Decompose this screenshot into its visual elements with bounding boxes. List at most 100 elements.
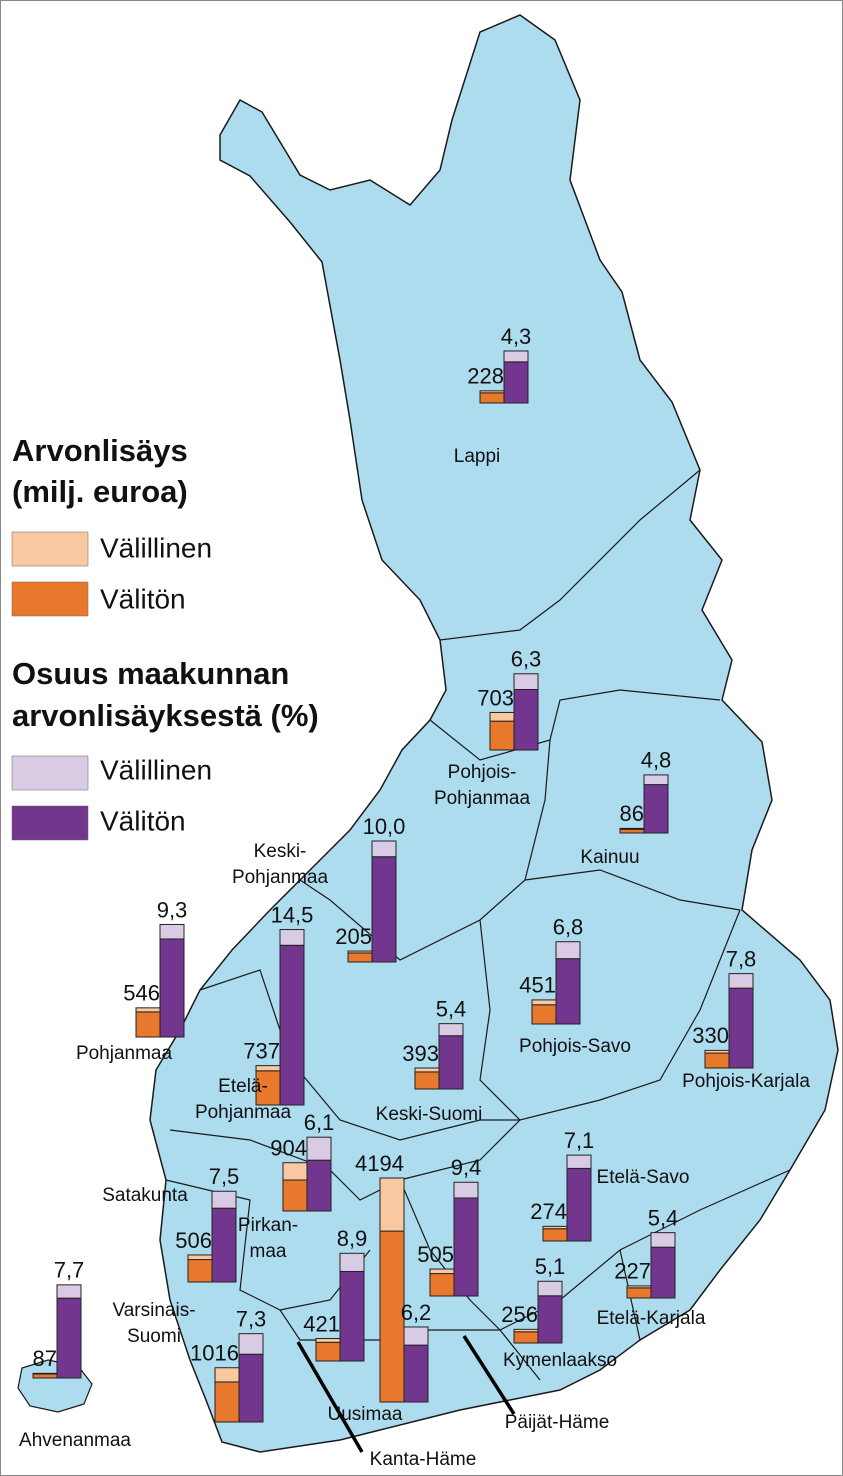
bar-eur-direct	[531, 1004, 557, 1025]
region: 737 14,5 Etelä- Pohjanmaa	[195, 902, 313, 1123]
bar-eur-indirect	[187, 1254, 213, 1261]
bar-eur-direct	[489, 720, 515, 751]
bar-eur-indirect	[626, 1285, 652, 1289]
region-name: maa	[250, 1241, 287, 1262]
bar-share-indirect	[339, 1252, 365, 1272]
bar-share-direct	[238, 1353, 264, 1423]
value-label: 1016	[190, 1341, 239, 1366]
bar-eur-indirect	[135, 1007, 161, 1013]
bar-eur-direct	[187, 1259, 213, 1283]
legend-swatch	[11, 531, 89, 567]
bar-eur-indirect	[531, 999, 557, 1006]
bar-eur-indirect	[32, 1372, 58, 1375]
share-label: 14,5	[271, 902, 314, 927]
region: 421 8,9 Kanta-Häme	[303, 1226, 476, 1470]
bar-share-indirect	[643, 774, 669, 786]
value-label: 703	[477, 685, 514, 710]
region: 228 4,3 Lappi	[454, 324, 532, 467]
bar-eur-indirect	[429, 1268, 455, 1275]
value-label: 546	[123, 981, 160, 1006]
region-name: Etelä-Karjala	[597, 1308, 706, 1329]
bar-share-indirect	[211, 1190, 237, 1209]
bar-share-direct	[306, 1159, 332, 1212]
bar-share-indirect	[159, 923, 185, 940]
region-name: Pohjois-	[448, 762, 517, 783]
value-label: 421	[303, 1311, 340, 1336]
legend-label: Välillinen	[100, 754, 212, 785]
bar-eur-direct	[542, 1228, 568, 1242]
bar-eur-direct	[282, 1179, 308, 1212]
bar-share-indirect	[403, 1326, 429, 1346]
region: 256 5,1 Kymenlaakso	[501, 1254, 617, 1371]
value-label: 330	[692, 1023, 729, 1048]
bar-eur-indirect	[214, 1367, 240, 1383]
region: 87 7,7 Ahvenanmaa	[19, 1258, 131, 1451]
bar-eur-direct	[347, 952, 373, 963]
bar-share-indirect	[566, 1154, 592, 1169]
legend-label: Välillinen	[100, 532, 212, 563]
bar-eur-direct	[619, 828, 645, 834]
region-name: Kanta-Häme	[370, 1449, 477, 1470]
bar-share-direct	[339, 1270, 365, 1362]
bar-share-direct	[650, 1246, 676, 1299]
value-label: 86	[620, 801, 644, 826]
bar-share-direct	[453, 1197, 479, 1297]
bar-eur-direct	[704, 1052, 730, 1069]
bar-eur-indirect	[489, 711, 515, 722]
bar-eur-indirect	[347, 950, 373, 954]
legend-title: Arvonlisäys	[12, 433, 188, 468]
region: 546 9,3 Pohjanmaa	[76, 897, 187, 1064]
bar-share-indirect	[513, 673, 539, 691]
bar-share-indirect	[555, 941, 581, 960]
bar-share-indirect	[503, 350, 529, 363]
region: 227 5,4 Etelä-Karjala	[597, 1205, 706, 1329]
share-label: 6,2	[401, 1300, 432, 1325]
bar-share-direct	[211, 1207, 237, 1283]
share-label: 7,1	[564, 1128, 595, 1153]
region-name: Keski-Suomi	[376, 1104, 483, 1125]
bar-share-indirect	[238, 1333, 264, 1355]
bar-eur-indirect	[282, 1162, 308, 1181]
value-label: 228	[467, 364, 504, 389]
region-name: Lappi	[454, 446, 501, 467]
share-label: 6,8	[553, 915, 584, 940]
share-label: 4,3	[501, 324, 532, 349]
bar-eur-direct	[513, 1331, 539, 1344]
region: 451 6,8 Pohjois-Savo	[519, 915, 631, 1057]
share-label: 7,5	[209, 1164, 240, 1189]
region-name: Varsinais-	[112, 1300, 195, 1321]
bar-share-indirect	[650, 1232, 676, 1248]
bar-share-direct	[728, 987, 754, 1069]
bar-share-direct	[537, 1295, 563, 1344]
bar-eur-direct	[214, 1381, 240, 1423]
region-name: Pohjois-Savo	[519, 1036, 631, 1057]
bar-eur-direct	[626, 1287, 652, 1299]
region: 330 7,8 Pohjois-Karjala	[682, 946, 810, 1092]
bar-share-direct	[56, 1297, 82, 1379]
bar-eur-indirect	[479, 390, 505, 394]
bar-share-direct	[438, 1035, 464, 1090]
share-label: 4,8	[641, 748, 672, 773]
region-name: Pohjanmaa	[232, 867, 329, 888]
value-label: 205	[335, 924, 372, 949]
region-name: Suomi	[127, 1326, 181, 1347]
bar-share-direct	[643, 784, 669, 834]
share-label: 7,8	[726, 946, 757, 971]
bar-eur-indirect	[414, 1067, 440, 1073]
bar-eur-indirect	[542, 1225, 568, 1230]
bar-eur-direct	[315, 1341, 341, 1362]
bar-share-indirect	[453, 1181, 479, 1199]
bar-share-direct	[371, 856, 397, 963]
bar-share-indirect	[371, 840, 397, 858]
bar-eur-indirect	[619, 827, 645, 830]
region-name: Pohjanmaa	[195, 1102, 292, 1123]
region-name: Pirkan-	[238, 1215, 298, 1236]
region: 393 5,4 Keski-Suomi	[376, 996, 483, 1125]
bar-share-direct	[159, 938, 185, 1038]
share-label: 6,1	[304, 1110, 335, 1135]
bar-share-indirect	[438, 1023, 464, 1037]
bar-share-direct	[279, 944, 305, 1106]
bar-share-indirect	[537, 1280, 563, 1297]
